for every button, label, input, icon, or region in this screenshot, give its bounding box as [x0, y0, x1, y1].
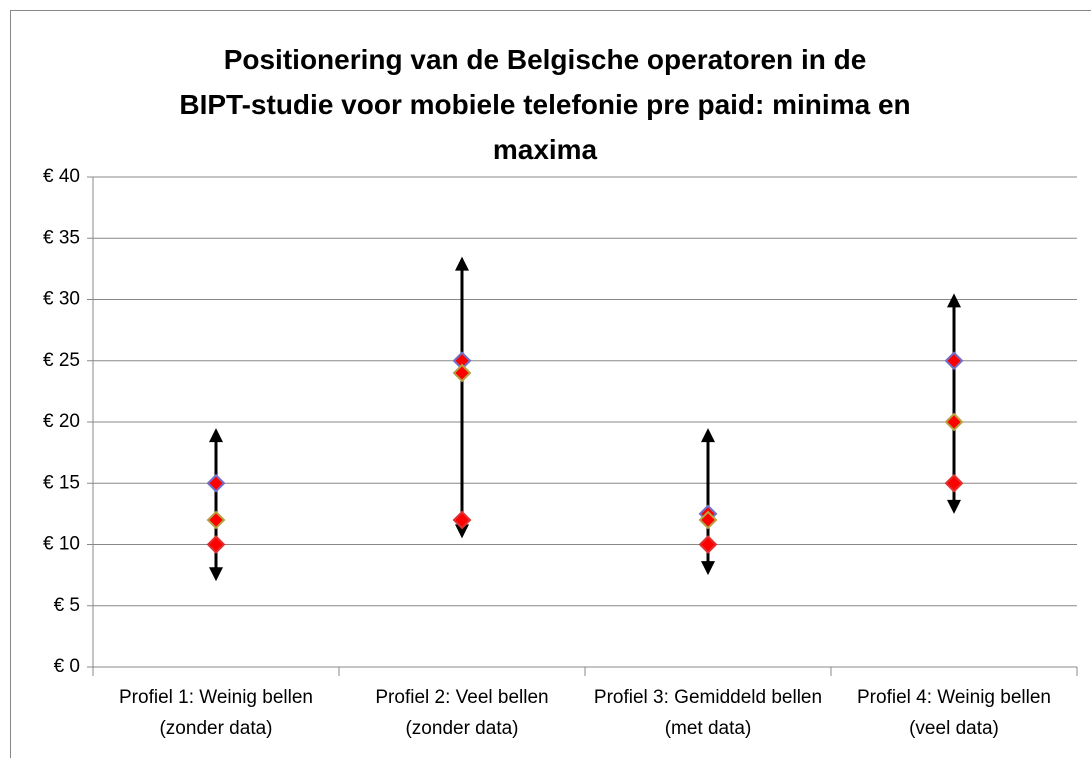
y-tick-label: € 5: [54, 595, 80, 616]
x-tick-label: Profiel 1: Weinig bellen (zonder data): [119, 687, 313, 739]
diamond-marker: [206, 510, 226, 530]
chart-title: Positionering van de Belgische operatore…: [179, 44, 910, 165]
y-tick-label: € 35: [43, 227, 80, 248]
y-tick-label: € 10: [43, 534, 80, 555]
y-tick-label: € 25: [43, 350, 80, 371]
y-tick-label: € 40: [43, 166, 80, 187]
arrow-head-high: [947, 293, 961, 308]
x-tick-label: Profiel 3: Gemiddeld bellen (met data): [593, 687, 823, 739]
diamond-marker: [944, 412, 964, 432]
diamond-marker: [698, 510, 718, 530]
diamond-marker: [206, 535, 226, 554]
diamond-marker: [698, 535, 718, 554]
diamond-marker: [206, 473, 226, 493]
arrow-head-low: [455, 524, 469, 539]
diamond-marker: [452, 363, 472, 383]
x-tick-label: Profiel 2: Veel bellen (zonder data): [375, 687, 549, 739]
arrow-head-high: [701, 428, 715, 443]
arrow-head-high: [209, 428, 223, 443]
arrow-head-low: [209, 567, 223, 582]
diamond-marker: [944, 473, 964, 493]
y-tick-label: € 15: [43, 472, 80, 493]
y-tick-label: € 20: [43, 411, 80, 432]
diamond-marker: [944, 351, 964, 371]
diamond-marker: [452, 510, 472, 530]
x-tick-label: Profiel 4: Weinig bellen (veel data): [857, 687, 1051, 739]
y-tick-label: € 0: [54, 656, 80, 677]
y-tick-label: € 30: [43, 289, 80, 310]
chart-frame: [10, 10, 1091, 758]
arrow-head-low: [701, 561, 715, 576]
arrow-head-low: [947, 499, 961, 514]
arrow-head-high: [455, 256, 469, 271]
